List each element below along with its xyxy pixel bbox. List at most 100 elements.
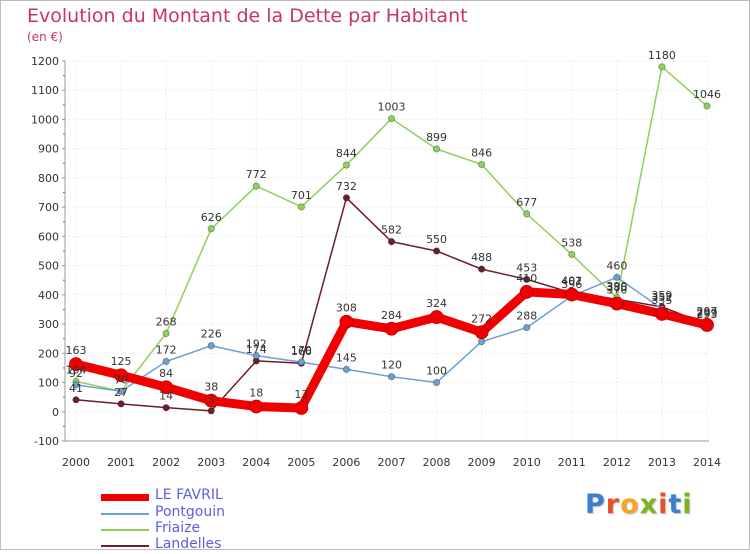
data-label-friaize: 104 <box>66 363 87 376</box>
data-label-friaize: 1180 <box>648 49 676 62</box>
legend-swatch-pontgouin <box>101 513 149 515</box>
data-label-le-favril: 324 <box>426 297 447 310</box>
data-label-landelles: 299 <box>697 306 718 319</box>
data-label-le-favril: 13 <box>294 388 308 401</box>
axes: -100 0 100 200 300 400 500 600 700 800 900 1000 1100… <box>31 55 721 469</box>
data-point-friaize <box>342 161 351 169</box>
data-point-landelles <box>162 404 170 412</box>
data-point-friaize <box>703 102 711 110</box>
data-label-pontgouin: 100 <box>426 365 447 378</box>
data-label-landelles: 174 <box>246 343 267 356</box>
data-label-le-favril: 297 <box>697 305 718 318</box>
y-tick-label: 1200 <box>31 55 59 68</box>
data-point-landelles <box>387 238 396 246</box>
data-point-friaize <box>432 145 441 153</box>
legend-swatch-friaize <box>101 529 149 531</box>
data-label-landelles: 166 <box>291 345 312 358</box>
data-point-landelles <box>478 265 486 273</box>
data-label-le-favril: 38 <box>204 381 218 394</box>
data-point-friaize <box>297 203 305 211</box>
x-tick-label: 2012 <box>603 456 631 469</box>
data-label-pontgouin: 120 <box>381 359 402 372</box>
data-point-landelles <box>117 400 125 408</box>
unit-label: (en €) <box>27 30 63 44</box>
x-tick-label: 2002 <box>152 456 180 469</box>
data-point-friaize <box>523 210 531 218</box>
data-point-pontgouin <box>207 342 215 350</box>
data-label-pontgouin: 460 <box>606 259 627 272</box>
data-label-friaize: 390 <box>606 280 627 293</box>
data-label-landelles: 3 <box>208 393 215 406</box>
data-label-pontgouin: 396 <box>561 278 582 291</box>
data-point-le-favril <box>69 357 83 372</box>
x-tick-label: 2014 <box>693 456 721 469</box>
y-tick-label: 900 <box>38 143 59 156</box>
data-label-landelles: 407 <box>561 275 582 288</box>
data-point-le-favril <box>474 325 489 340</box>
plot-area <box>65 61 709 441</box>
x-tick-label: 2005 <box>287 456 315 469</box>
data-label-pontgouin: 192 <box>246 338 267 351</box>
data-label-pontgouin: 92 <box>69 367 83 380</box>
data-point-le-favril <box>384 321 399 336</box>
x-tick-label: 2006 <box>332 456 360 469</box>
data-label-pontgouin: 172 <box>156 343 177 356</box>
data-point-landelles <box>72 396 80 404</box>
data-point-landelles <box>207 407 215 415</box>
data-label-friaize: 772 <box>246 168 267 181</box>
data-point-landelles <box>523 275 531 283</box>
data-labels: 41 27 14 3 174 166 732 582 550 488 453 407 385 359 299… <box>66 49 722 406</box>
data-label-friaize: 844 <box>336 147 357 160</box>
data-point-landelles <box>432 247 441 255</box>
logo-letter: t <box>668 489 683 520</box>
x-tick-label: 2011 <box>558 456 586 469</box>
data-point-friaize <box>162 329 170 338</box>
legend-label-le-favril: LE FAVRIL <box>155 487 223 503</box>
data-point-le-favril <box>114 368 128 383</box>
y-tick-label: 1000 <box>31 113 59 126</box>
data-point-pontgouin <box>252 352 260 360</box>
data-point-pontgouin <box>72 381 80 389</box>
data-label-le-favril: 272 <box>471 312 492 325</box>
data-point-le-favril <box>204 393 219 408</box>
x-tick-label: 2001 <box>107 456 135 469</box>
grid <box>65 60 709 442</box>
data-label-pontgouin: 288 <box>516 310 537 323</box>
data-point-le-favril <box>339 314 354 329</box>
data-point-pontgouin <box>117 387 125 395</box>
data-point-pontgouin <box>342 365 351 373</box>
data-point-pontgouin <box>297 358 305 366</box>
logo-letter: x <box>639 489 659 520</box>
data-label-landelles: 453 <box>516 261 537 274</box>
data-label-friaize: 677 <box>516 196 537 209</box>
legend-swatch-le-favril <box>101 494 149 501</box>
data-label-landelles: 488 <box>471 251 492 264</box>
data-point-friaize <box>207 225 215 233</box>
logo-letter: i <box>682 489 693 520</box>
data-label-landelles: 27 <box>114 386 128 399</box>
data-point-pontgouin <box>387 373 396 381</box>
data-point-le-favril <box>655 306 669 321</box>
logo-letter: o <box>620 489 640 520</box>
data-point-le-favril <box>159 380 174 395</box>
data-label-pontgouin: 226 <box>201 328 222 341</box>
proxiti-logo: Proxiti <box>585 489 693 520</box>
y-tick-label: 800 <box>38 172 59 185</box>
series <box>69 63 714 415</box>
x-tick-label: 2000 <box>62 456 90 469</box>
x-tick-label: 2013 <box>648 456 676 469</box>
y-tick-label: 400 <box>38 289 59 302</box>
data-label-landelles: 41 <box>69 382 83 395</box>
data-label-pontgouin: 145 <box>336 351 357 364</box>
data-label-landelles: 732 <box>336 180 357 193</box>
data-label-landelles: 582 <box>381 224 402 237</box>
data-label-friaize: 846 <box>471 146 492 159</box>
data-point-le-favril <box>294 401 309 415</box>
x-tick-label: 2010 <box>513 456 541 469</box>
y-tick-label: 600 <box>38 230 59 243</box>
x-tick-label: 2008 <box>423 456 451 469</box>
y-tick-label: 500 <box>38 260 59 273</box>
data-label-le-favril: 410 <box>516 272 537 285</box>
